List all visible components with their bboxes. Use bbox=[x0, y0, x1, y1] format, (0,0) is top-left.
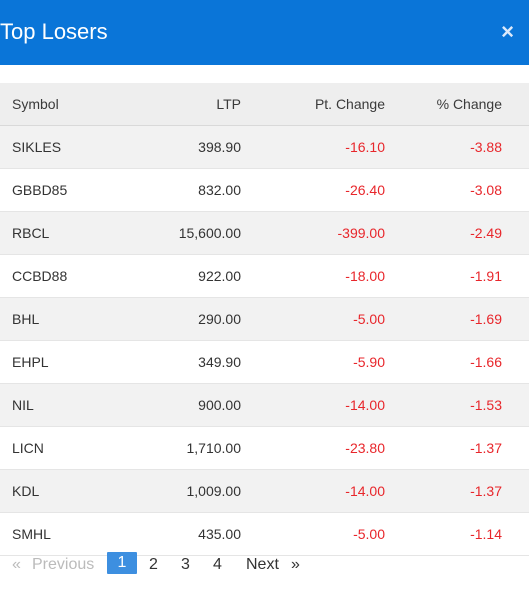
column-header-ltp: LTP bbox=[162, 83, 245, 126]
next-arrow-icon[interactable]: » bbox=[291, 556, 300, 573]
cell-symbol: SMHL bbox=[0, 512, 162, 556]
cell-pct-change: -3.88 bbox=[389, 125, 529, 169]
table-row: GBBD85 832.00 -26.40 -3.08 bbox=[0, 168, 529, 212]
table-row: SIKLES 398.90 -16.10 -3.88 bbox=[0, 125, 529, 169]
cell-ltp: 832.00 bbox=[162, 168, 245, 212]
cell-ltp: 290.00 bbox=[162, 297, 245, 341]
top-losers-table: Symbol LTP Pt. Change % Change SIKLES 39… bbox=[0, 83, 529, 556]
cell-ltp: 1,009.00 bbox=[162, 469, 245, 513]
cell-pt-change: -5.00 bbox=[245, 512, 389, 556]
cell-ltp: 900.00 bbox=[162, 383, 245, 427]
close-icon[interactable]: × bbox=[501, 19, 514, 44]
table-row: CCBD88 922.00 -18.00 -1.91 bbox=[0, 254, 529, 298]
table-row: KDL 1,009.00 -14.00 -1.37 bbox=[0, 469, 529, 513]
cell-pt-change: -26.40 bbox=[245, 168, 389, 212]
table-row: RBCL 15,600.00 -399.00 -2.49 bbox=[0, 211, 529, 255]
cell-pt-change: -16.10 bbox=[245, 125, 389, 169]
cell-pct-change: -1.66 bbox=[389, 340, 529, 384]
column-header-symbol: Symbol bbox=[0, 83, 162, 126]
cell-pt-change: -14.00 bbox=[245, 469, 389, 513]
table-row: NIL 900.00 -14.00 -1.53 bbox=[0, 383, 529, 427]
cell-pct-change: -2.49 bbox=[389, 211, 529, 255]
cell-pct-change: -1.53 bbox=[389, 383, 529, 427]
modal-header: Top Losers × bbox=[0, 0, 529, 65]
cell-pt-change: -399.00 bbox=[245, 211, 389, 255]
cell-ltp: 398.90 bbox=[162, 125, 245, 169]
cell-symbol: BHL bbox=[0, 297, 162, 341]
table-row: LICN 1,710.00 -23.80 -1.37 bbox=[0, 426, 529, 470]
cell-symbol: CCBD88 bbox=[0, 254, 162, 298]
cell-pct-change: -1.69 bbox=[389, 297, 529, 341]
cell-pct-change: -1.37 bbox=[389, 469, 529, 513]
cell-symbol: SIKLES bbox=[0, 125, 162, 169]
cell-symbol: GBBD85 bbox=[0, 168, 162, 212]
cell-pct-change: -1.14 bbox=[389, 512, 529, 556]
column-header-pt-change: Pt. Change bbox=[245, 83, 389, 126]
pagination: « Previous 1 2 3 4 Next » bbox=[0, 552, 529, 578]
cell-ltp: 435.00 bbox=[162, 512, 245, 556]
modal-title: Top Losers bbox=[0, 19, 108, 44]
cell-ltp: 15,600.00 bbox=[162, 211, 245, 255]
cell-ltp: 1,710.00 bbox=[162, 426, 245, 470]
cell-symbol: EHPL bbox=[0, 340, 162, 384]
cell-pct-change: -1.37 bbox=[389, 426, 529, 470]
page-button-3[interactable]: 3 bbox=[181, 556, 190, 573]
table-row: BHL 290.00 -5.00 -1.69 bbox=[0, 297, 529, 341]
next-button[interactable]: Next bbox=[246, 556, 279, 573]
table-row: EHPL 349.90 -5.90 -1.66 bbox=[0, 340, 529, 384]
cell-pt-change: -5.90 bbox=[245, 340, 389, 384]
cell-pt-change: -5.00 bbox=[245, 297, 389, 341]
cell-ltp: 922.00 bbox=[162, 254, 245, 298]
cell-ltp: 349.90 bbox=[162, 340, 245, 384]
cell-pt-change: -18.00 bbox=[245, 254, 389, 298]
cell-symbol: KDL bbox=[0, 469, 162, 513]
cell-symbol: RBCL bbox=[0, 211, 162, 255]
table-row: SMHL 435.00 -5.00 -1.14 bbox=[0, 512, 529, 556]
previous-arrow-icon: « bbox=[12, 556, 21, 573]
page-button-4[interactable]: 4 bbox=[213, 556, 222, 573]
column-header-pct-change: % Change bbox=[389, 83, 529, 126]
cell-symbol: NIL bbox=[0, 383, 162, 427]
page-button-1[interactable]: 1 bbox=[107, 552, 137, 574]
cell-pct-change: -1.91 bbox=[389, 254, 529, 298]
table-header-row: Symbol LTP Pt. Change % Change bbox=[0, 83, 529, 126]
previous-button: Previous bbox=[32, 556, 95, 573]
cell-pt-change: -14.00 bbox=[245, 383, 389, 427]
page-button-2[interactable]: 2 bbox=[149, 556, 158, 573]
cell-pct-change: -3.08 bbox=[389, 168, 529, 212]
cell-pt-change: -23.80 bbox=[245, 426, 389, 470]
cell-symbol: LICN bbox=[0, 426, 162, 470]
